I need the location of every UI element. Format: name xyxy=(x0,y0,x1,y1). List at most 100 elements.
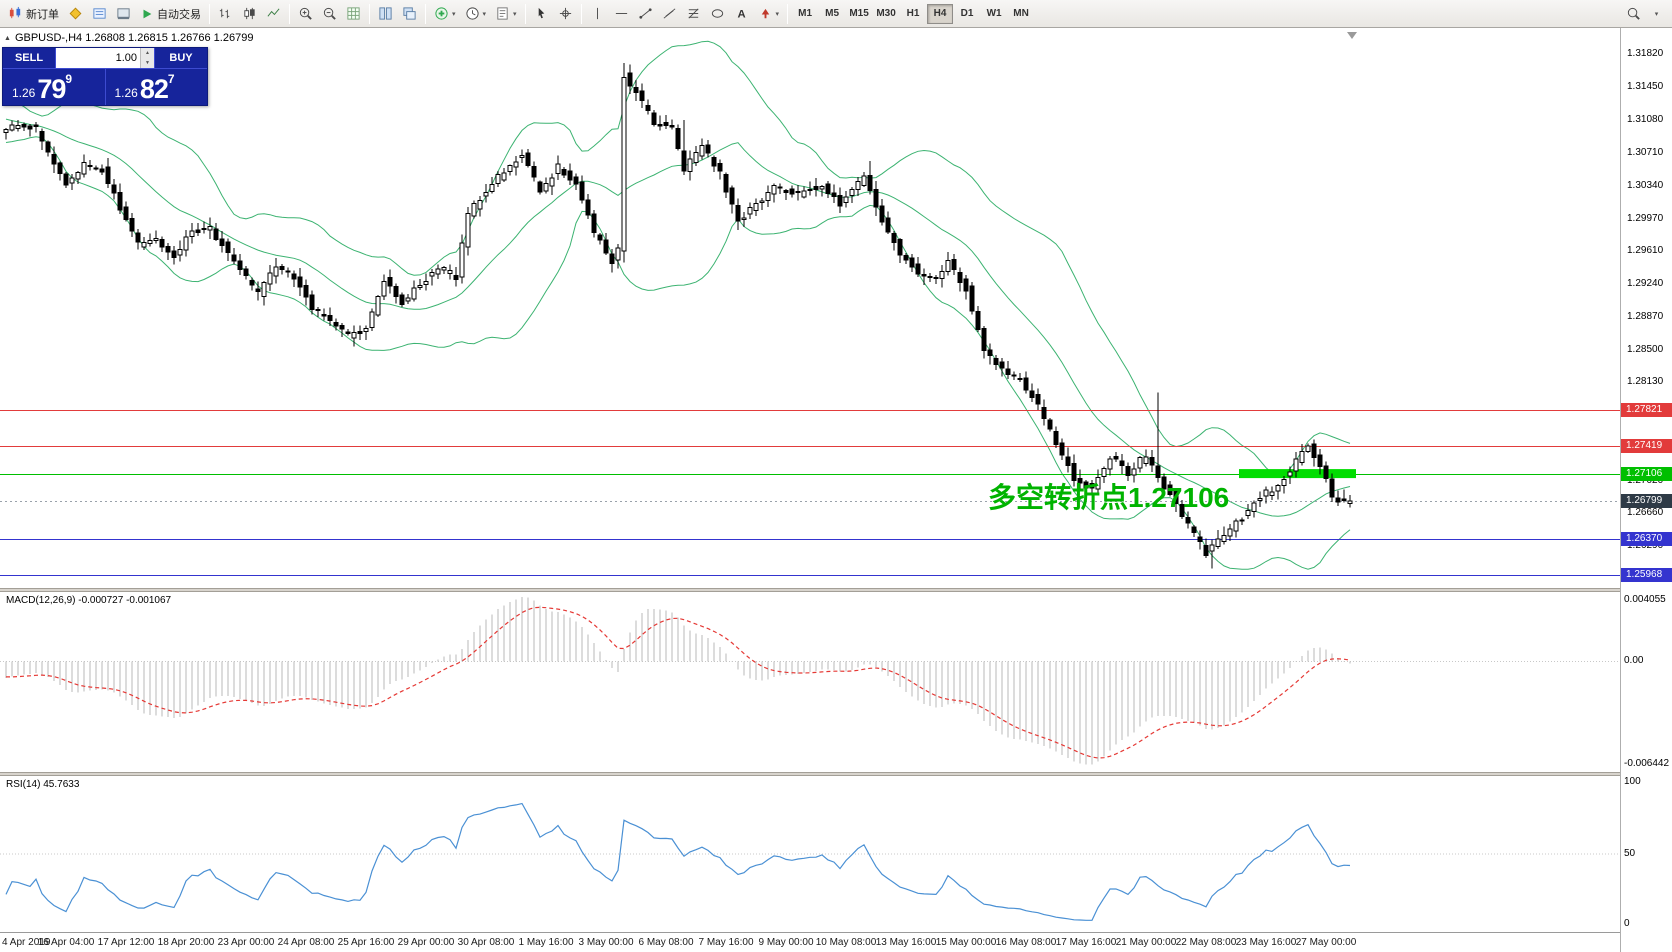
tile-windows-button[interactable] xyxy=(374,3,397,25)
toolbar-drawing-group: A ▾ xyxy=(586,3,784,25)
timeframe-button-m1[interactable]: M1 xyxy=(792,4,818,24)
clock-icon xyxy=(465,6,480,21)
chart-canvas[interactable] xyxy=(0,28,1672,952)
price-tick-label: 1.30710 xyxy=(1627,146,1664,158)
timeframe-button-m30[interactable]: M30 xyxy=(873,4,899,24)
rsi-scale-50: 50 xyxy=(1624,848,1636,859)
timeframe-button-mn[interactable]: MN xyxy=(1008,4,1034,24)
price-tag-1.26370[interactable]: 1.26370 xyxy=(1621,532,1672,547)
timeframe-button-w1[interactable]: W1 xyxy=(981,4,1007,24)
zoom-in-button[interactable] xyxy=(294,3,317,25)
timeframe-button-m15[interactable]: M15 xyxy=(846,4,872,24)
timeframe-button-h4[interactable]: H4 xyxy=(927,3,954,24)
volume-decrease-button[interactable]: ▼ xyxy=(141,58,154,68)
horizontal-line-button[interactable] xyxy=(610,3,633,25)
line-chart-button[interactable] xyxy=(262,3,285,25)
indicators-icon xyxy=(434,6,449,21)
terminal-icon xyxy=(116,6,131,21)
pivot-highlight-segment[interactable] xyxy=(1239,469,1356,479)
cursor-button[interactable] xyxy=(530,3,553,25)
buy-price-panel[interactable]: 1.26 82 7 xyxy=(104,69,208,105)
volume-control: ▲ ▼ xyxy=(55,48,155,68)
one-click-collapse-icon[interactable]: ▲ xyxy=(4,34,11,42)
autotrading-button[interactable]: 自动交易 xyxy=(136,3,205,25)
buy-price-main: 1.26 xyxy=(114,86,138,100)
zoom-out-button[interactable] xyxy=(318,3,341,25)
bar-chart-button[interactable] xyxy=(214,3,237,25)
new-order-icon xyxy=(8,6,23,21)
panel-separator[interactable] xyxy=(0,772,1672,776)
cascade-windows-button[interactable] xyxy=(398,3,421,25)
arrow-object-button[interactable]: ▾ xyxy=(754,3,784,25)
channel-button[interactable] xyxy=(658,3,681,25)
grid-button[interactable] xyxy=(342,3,365,25)
time-axis-label: 9 May 00:00 xyxy=(758,937,814,948)
volume-input[interactable] xyxy=(56,48,140,68)
channel-icon xyxy=(662,6,677,21)
symbol-ohlc-label: GBPUSD-,H4 1.26808 1.26815 1.26766 1.267… xyxy=(14,32,254,44)
metaeditor-button[interactable] xyxy=(64,3,87,25)
volume-increase-button[interactable]: ▲ xyxy=(141,48,154,58)
buy-button[interactable]: BUY xyxy=(155,48,207,68)
time-axis-label: 24 Apr 08:00 xyxy=(277,937,335,948)
indicators-button[interactable]: ▾ xyxy=(430,3,460,25)
trendline-icon xyxy=(638,6,653,21)
price-tag-1.26799[interactable]: 1.26799 xyxy=(1621,493,1672,508)
new-order-label: 新订单 xyxy=(26,8,59,21)
toolbar-right-group: ▾ xyxy=(1622,3,1668,25)
toolbar: 新订单 自动交易 ▾ ▾ xyxy=(0,0,1672,28)
time-axis-label: 16 Apr 04:00 xyxy=(37,937,95,948)
terminal-button[interactable] xyxy=(112,3,135,25)
templates-button[interactable]: ▾ xyxy=(491,3,521,25)
sell-price-big: 79 xyxy=(37,74,66,104)
chart-workspace: ▲ GBPUSD-,H4 1.26808 1.26815 1.26766 1.2… xyxy=(0,28,1672,952)
price-tag-1.27821[interactable]: 1.27821 xyxy=(1621,403,1672,417)
toolbar-overflow-button[interactable]: ▾ xyxy=(1645,3,1668,25)
sell-price-panel[interactable]: 1.26 79 9 xyxy=(3,69,105,105)
chart-shift-marker[interactable] xyxy=(1347,32,1357,39)
periods-button[interactable]: ▾ xyxy=(461,3,491,25)
rsi-label: RSI(14) 45.7633 xyxy=(6,779,80,790)
shapes-button[interactable] xyxy=(706,3,729,25)
cursor-icon xyxy=(534,6,549,21)
horizontal-lines xyxy=(0,410,1620,576)
time-axis-label: 10 May 08:00 xyxy=(815,937,877,948)
macd-label: MACD(12,26,9) -0.000727 -0.001067 xyxy=(6,595,172,606)
chevron-down-icon: ▾ xyxy=(513,10,517,18)
candlestick-chart-button[interactable] xyxy=(238,3,261,25)
price-tag-1.27106[interactable]: 1.27106 xyxy=(1621,466,1672,481)
chevron-down-icon: ▾ xyxy=(452,10,456,18)
timeframe-button-m5[interactable]: M5 xyxy=(819,4,845,24)
search-button[interactable] xyxy=(1622,3,1645,25)
chart-annotation[interactable]: 多空转折点1.27106 xyxy=(988,482,1230,513)
tile-windows-icon xyxy=(378,6,393,21)
vertical-line-button[interactable] xyxy=(586,3,609,25)
trendline-button[interactable] xyxy=(634,3,657,25)
template-icon xyxy=(495,6,510,21)
timeframe-button-d1[interactable]: D1 xyxy=(954,4,980,24)
price-tag-1.25968[interactable]: 1.25968 xyxy=(1621,567,1672,582)
price-tick-label: 1.30340 xyxy=(1627,179,1664,191)
timeframe-button-h1[interactable]: H1 xyxy=(900,4,926,24)
time-axis[interactable]: 4 Apr 2019 16 Apr 04:00 17 Apr 12:00 18 Apr… xyxy=(0,932,1620,952)
text-button[interactable]: A xyxy=(730,3,753,25)
ellipse-icon xyxy=(710,6,725,21)
price-tick-label: 1.28870 xyxy=(1627,310,1664,322)
sell-button[interactable]: SELL xyxy=(3,48,55,68)
bollinger-bands xyxy=(5,40,1351,570)
time-axis-label: 27 May 00:00 xyxy=(1295,937,1357,948)
crosshair-icon xyxy=(558,6,573,21)
svg-text:A: A xyxy=(737,8,745,20)
time-axis-label: 30 Apr 08:00 xyxy=(457,937,515,948)
price-tag-1.27419[interactable]: 1.27419 xyxy=(1621,438,1672,453)
fibonacci-button[interactable] xyxy=(682,3,705,25)
horizontal-line-icon xyxy=(614,6,629,21)
crosshair-button[interactable] xyxy=(554,3,577,25)
panel-separator[interactable] xyxy=(0,588,1672,592)
price-scale[interactable]: 0.004055 0.00 -0.006442 100 50 0 1.31820… xyxy=(1620,28,1672,952)
chevron-down-icon: ▾ xyxy=(775,10,780,18)
market-watch-button[interactable] xyxy=(88,3,111,25)
candlestick-icon xyxy=(242,6,257,21)
new-order-button[interactable]: 新订单 xyxy=(4,3,63,25)
